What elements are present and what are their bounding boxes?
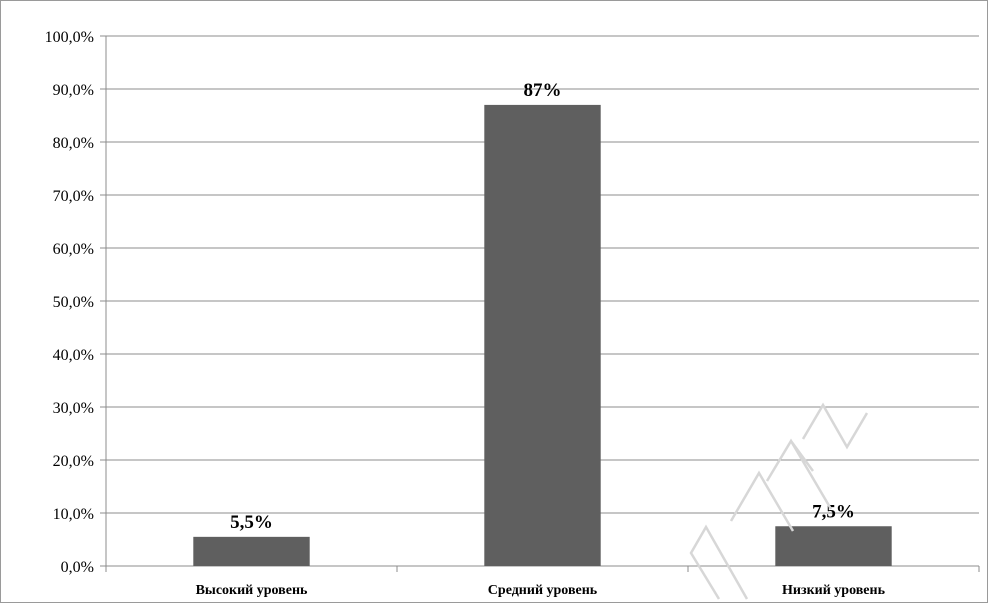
data-label: 5,5% — [230, 512, 273, 533]
y-tick-label: 40,0% — [53, 347, 94, 364]
bars — [193, 104, 892, 567]
y-tick-label: 100,0% — [45, 29, 94, 46]
bar-0 — [193, 536, 310, 566]
watermark-letter-u — [801, 402, 869, 450]
y-tick-label: 30,0% — [53, 400, 94, 417]
y-tick-label: 70,0% — [53, 188, 94, 205]
y-tick-label: 20,0% — [53, 453, 94, 470]
labels: 0,0% 10,0% 20,0% 30,0% 40,0% 50,0% 60,0% 70,0% 8… — [45, 29, 886, 598]
bar-1 — [484, 104, 601, 567]
y-tick-label: 90,0% — [53, 82, 94, 99]
watermark-letter-b — [689, 524, 749, 600]
watermark-letter-g — [729, 470, 795, 532]
data-label: 7,5% — [812, 501, 855, 522]
x-category-label: Низкий уровень — [782, 583, 886, 598]
bar-2 — [775, 526, 892, 566]
y-tick-label: 50,0% — [53, 294, 94, 311]
data-label: 87% — [524, 80, 562, 101]
y-tick-label: 10,0% — [53, 506, 94, 523]
watermark-letter-p — [765, 438, 833, 510]
y-tick-label: 80,0% — [53, 135, 94, 152]
watermark — [689, 402, 869, 600]
x-category-label: Высокий уровень — [196, 583, 308, 598]
y-tick-label: 0,0% — [61, 559, 94, 576]
y-tick-label: 60,0% — [53, 241, 94, 258]
x-category-label: Средний уровень — [488, 583, 598, 598]
